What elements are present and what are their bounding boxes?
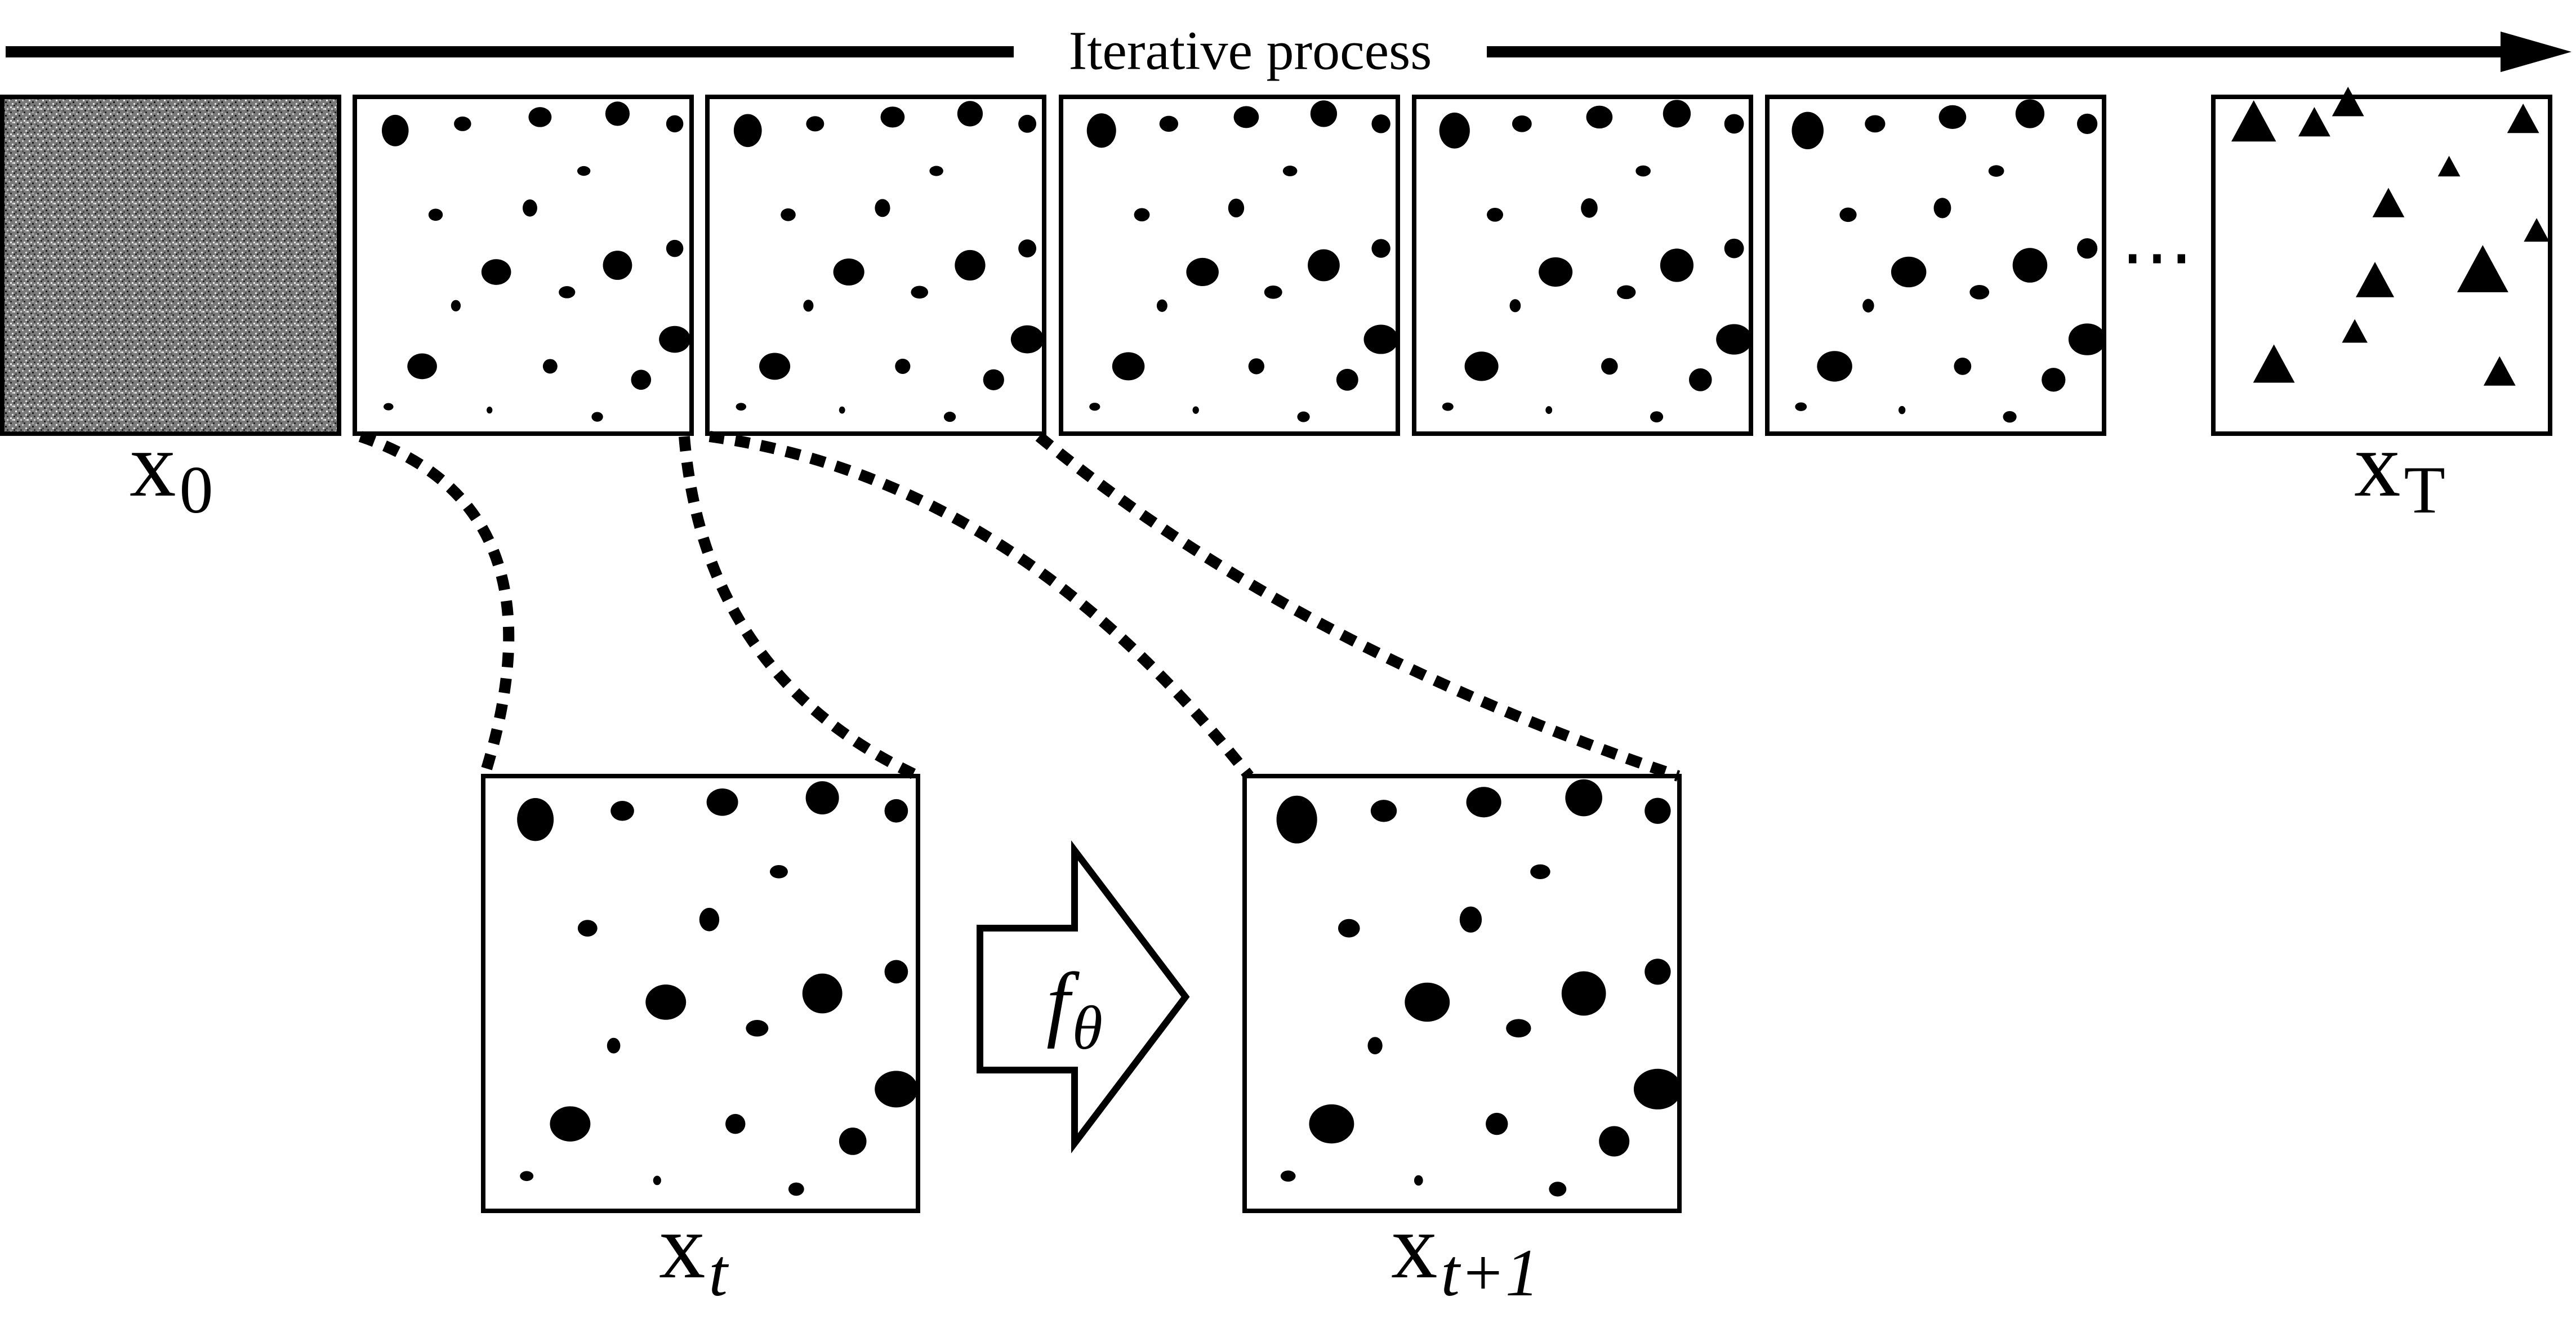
connector-xt-right [679,436,921,782]
label-xt1: xt+1 [1391,1195,1539,1310]
connector-xt1-right [1035,432,1681,782]
intermediate-frame-1 [353,95,694,436]
block-arrow [977,840,1190,1153]
final-frame-xT [2211,87,2552,436]
ellipsis: ⋯ [2120,217,2194,298]
intermediate-frame-2 [705,95,1046,436]
intermediate-frame-5 [1765,95,2106,436]
operator-sub: θ [1072,993,1103,1062]
label-x0: x0 [130,413,213,527]
arrow-label: Iterative process [1069,20,1432,81]
intermediate-frame-4 [1412,95,1753,436]
label-xt: xt [659,1195,729,1310]
intermediate-frame-3 [1059,95,1400,436]
noise-frame-x0 [0,95,341,436]
connector-xt1-left [708,431,1254,780]
operator-f-theta: fθ [977,840,1190,1153]
connector-xt-left [358,431,515,778]
zoom-connectors [358,431,1681,782]
iterative-process-arrow: Iterative process [6,20,2571,81]
operator-label: fθ [1046,956,1103,1062]
zoomed-frame-xt [481,774,920,1213]
arrow-head [2501,32,2571,72]
label-xT: xT [2354,413,2445,527]
zoomed-frame-xt1 [1242,774,1682,1213]
